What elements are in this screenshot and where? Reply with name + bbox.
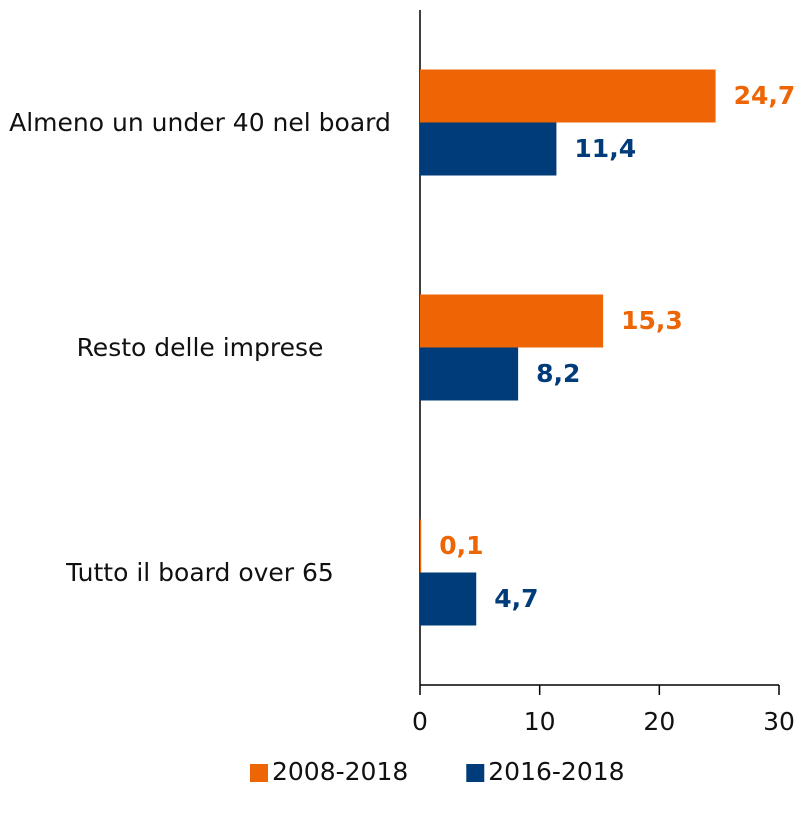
bar (420, 347, 519, 401)
bar (420, 69, 716, 123)
data-label: 24,7 (734, 81, 796, 110)
bar (420, 519, 422, 573)
data-label: 15,3 (621, 306, 683, 335)
x-tick-label: 0 (412, 707, 428, 736)
data-label: 8,2 (536, 359, 580, 388)
data-label: 0,1 (439, 531, 483, 560)
data-label: 4,7 (494, 584, 538, 613)
data-label: 11,4 (574, 134, 636, 163)
legend-label: 2016-2018 (488, 757, 624, 786)
bar (420, 122, 557, 176)
category-label: Resto delle imprese (76, 332, 324, 362)
legend-swatch (250, 764, 268, 782)
category-label: Almeno un under 40 nel board (9, 107, 391, 137)
bar (420, 294, 604, 348)
bar (420, 572, 477, 626)
x-tick-label: 20 (643, 707, 675, 736)
x-tick-label: 10 (524, 707, 556, 736)
legend-label: 2008-2018 (272, 757, 408, 786)
category-label: Tutto il board over 65 (66, 557, 334, 587)
x-tick-label: 30 (763, 707, 795, 736)
legend-swatch (466, 764, 485, 782)
